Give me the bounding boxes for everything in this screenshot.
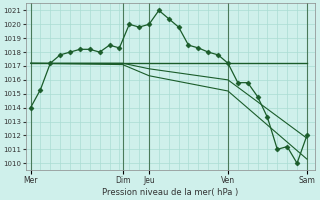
X-axis label: Pression niveau de la mer( hPa ): Pression niveau de la mer( hPa ) (102, 188, 238, 197)
